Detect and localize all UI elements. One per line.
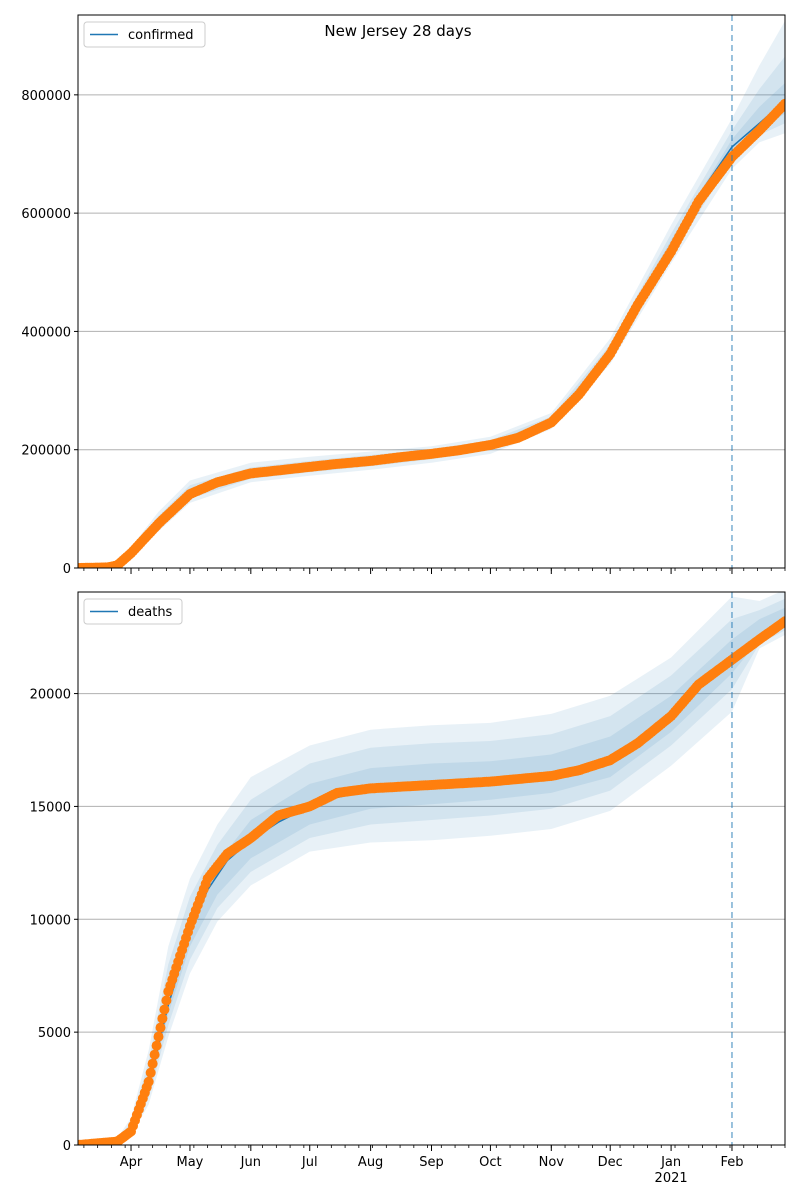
legend-label: deaths [128, 605, 173, 620]
y-tick-label: 400000 [21, 325, 71, 340]
observed-point [161, 995, 172, 1006]
x-tick-label: Dec [598, 1155, 623, 1170]
legend-box [83, 21, 206, 48]
observed-point [145, 1067, 156, 1078]
observed-points [78, 98, 785, 568]
x-tick-label: Aug [358, 1155, 383, 1170]
x-tick-label: Jun [240, 1155, 261, 1170]
observed-point [159, 1004, 170, 1015]
band-outer [78, 20, 785, 568]
y-tick-label: 200000 [21, 444, 71, 459]
band-mid [78, 598, 785, 1145]
y-tick-label: 10000 [30, 913, 71, 928]
observed-point [149, 1049, 160, 1060]
x-tick-label: May [176, 1155, 203, 1170]
plot-area [78, 20, 785, 568]
y-tick-label: 5000 [38, 1026, 71, 1041]
y-tick-label: 20000 [30, 688, 71, 703]
plot-area [78, 592, 785, 1145]
band-inner [78, 607, 785, 1145]
confirmed-panel: New Jersey 28 days 0 200000 400000 600000 80… [21, 14, 786, 577]
x-tick-label: Oct [479, 1155, 501, 1170]
observed-point [157, 1013, 168, 1024]
observed-point [155, 1022, 166, 1033]
y-tick-label: 800000 [21, 89, 71, 104]
legend-label: confirmed [128, 28, 194, 43]
y-tick-label: 0 [63, 1139, 71, 1154]
x-tick-label: Apr [120, 1155, 143, 1170]
observed-points [78, 616, 785, 1145]
x-tick-label: Sep [419, 1155, 444, 1170]
legend-box [83, 598, 183, 625]
y-tick-label: 15000 [30, 800, 71, 815]
x-tick-label: Feb [720, 1155, 743, 1170]
x-tick-label: Jan [660, 1155, 681, 1170]
observed-point [147, 1058, 158, 1069]
observed-point [153, 1031, 164, 1042]
observed-point [143, 1076, 154, 1087]
observed-point [780, 98, 785, 109]
y-tick-label: 600000 [21, 207, 71, 222]
observed-point [780, 616, 785, 627]
y-tick-label: 0 [63, 562, 71, 577]
axes-frame [77, 14, 786, 569]
x-tick-label: Nov [539, 1155, 565, 1170]
chart-title: New Jersey 28 days [324, 22, 471, 40]
observed-point [151, 1040, 162, 1051]
x-tick-year-label: 2021 [655, 1171, 688, 1186]
band-mid [78, 56, 785, 568]
band-outer [78, 592, 785, 1145]
x-tick-label: Jul [301, 1155, 318, 1170]
deaths-panel: 0 5000 10000 15000 20000 Apr May Jun Jul Aug Sep Oc… [30, 591, 786, 1186]
